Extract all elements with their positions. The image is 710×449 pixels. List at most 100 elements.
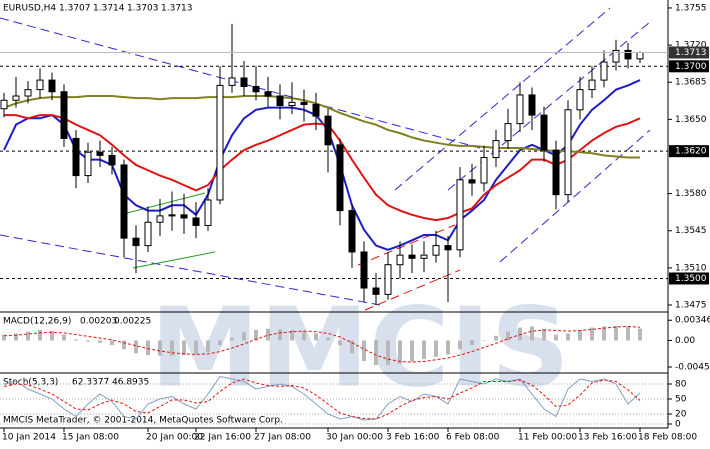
candle-body — [600, 61, 608, 81]
level-label-box — [669, 145, 709, 158]
macd-bar — [278, 329, 282, 341]
header-low: 1.3703 — [127, 4, 159, 14]
candle-body — [324, 115, 332, 146]
macd-bar — [530, 326, 534, 341]
y-tick-label: 1.3685 — [675, 78, 707, 88]
macd-bar — [194, 340, 198, 355]
candle-body — [576, 89, 584, 111]
y-tick-label: 0 — [675, 420, 681, 430]
candle-body — [144, 221, 152, 247]
header-close: 1.3713 — [161, 4, 193, 14]
flag-line — [132, 251, 216, 269]
stoch-signal — [3, 378, 641, 420]
stoch-main — [3, 375, 641, 421]
macd-bar — [590, 327, 594, 341]
x-tick-label: 27 Jan 08:00 — [254, 433, 311, 443]
candle-body — [240, 77, 248, 87]
candle-body — [360, 251, 368, 289]
x-tick-label: 15 Jan 08:00 — [62, 433, 119, 443]
candle-body — [96, 151, 104, 156]
x-tick-label: 20 Jan 00:00 — [146, 433, 203, 443]
macd-bar — [458, 340, 462, 350]
macd-bar — [122, 340, 126, 350]
x-tick-label: 22 Jan 16:00 — [194, 433, 251, 443]
candle-body — [288, 101, 296, 107]
macd-bar — [38, 329, 42, 341]
macd-bar — [158, 340, 162, 356]
candle-body — [468, 179, 476, 184]
trend-line — [394, 7, 611, 191]
candle-body — [216, 84, 224, 201]
candle-body — [432, 245, 440, 256]
macd-bar — [74, 339, 78, 341]
macd-bar — [170, 340, 174, 356]
macd-bar — [482, 340, 486, 341]
candle-body — [192, 217, 200, 226]
candle-body — [336, 144, 344, 212]
macd-bar — [602, 326, 606, 341]
candle-body — [36, 79, 44, 91]
current-price-label: 1.3713 — [675, 48, 707, 58]
level-label-box — [669, 272, 709, 285]
candle-body — [312, 103, 320, 117]
candle-body — [72, 137, 80, 177]
macd-bar — [398, 340, 402, 364]
y-tick-label: 1.3545 — [675, 226, 707, 236]
y-tick-label: -0.00455 — [675, 363, 710, 373]
candle-body — [564, 109, 572, 196]
candle-body — [252, 85, 260, 93]
macd-bar — [386, 340, 390, 365]
macd-bar — [542, 328, 546, 341]
trend-line — [499, 129, 651, 263]
macd-bar — [98, 340, 102, 343]
y-tick-label: 80 — [675, 380, 687, 390]
x-tick-label: 30 Jan 00:00 — [326, 433, 383, 443]
macd-bar — [314, 333, 318, 341]
candle-body — [408, 254, 416, 259]
copyright: MMCIS MetaTrader, © 2001-2014, MetaQuote… — [3, 416, 283, 426]
candle-body — [516, 94, 524, 125]
macd-bar — [626, 326, 630, 341]
macd-bar — [254, 329, 258, 341]
level-label: 1.3500 — [675, 274, 707, 284]
y-tick-label: 1.3475 — [675, 300, 707, 310]
stoch-main-value: 62.3377 — [72, 378, 109, 388]
candle-body — [156, 215, 164, 223]
candle-body — [420, 254, 428, 259]
candle-body — [120, 164, 128, 239]
flag-line — [126, 192, 206, 214]
macd-main-value: 0.00203 — [80, 317, 117, 327]
candle-body — [624, 49, 632, 60]
header-high: 1.3714 — [93, 4, 125, 14]
trend-line — [0, 17, 481, 149]
stoch-title: Stoch(5,3,3) — [3, 378, 58, 388]
candle-body — [588, 79, 596, 91]
macd-bar — [134, 340, 138, 354]
macd-bar — [110, 340, 114, 346]
x-tick-label: 10 Jan 2014 — [2, 433, 56, 443]
macd-bar — [362, 340, 366, 361]
moving-average — [3, 95, 640, 159]
candle-body — [348, 210, 356, 253]
x-tick-label: 18 Feb 08:00 — [638, 433, 697, 443]
macd-bar — [566, 333, 570, 341]
candle-body — [372, 287, 380, 295]
macd-bar — [26, 331, 30, 341]
candle-body — [168, 214, 176, 217]
y-tick-label: 1.3650 — [675, 115, 707, 125]
macd-title: MACD(12,26,9) — [3, 317, 71, 327]
stoch-signal-value: 46.8935 — [112, 378, 149, 388]
macd-bar — [182, 340, 186, 356]
macd-bar — [326, 337, 330, 341]
macd-bar — [446, 340, 450, 355]
candle-body — [204, 199, 212, 226]
macd-bar — [470, 340, 474, 346]
candle-body — [456, 179, 464, 251]
candle-body — [48, 79, 56, 93]
candle-body — [228, 77, 236, 86]
macd-bar — [350, 340, 354, 354]
macd-bar — [230, 337, 234, 341]
y-tick-label: 1.3720 — [675, 41, 707, 51]
trend-line — [0, 234, 381, 306]
